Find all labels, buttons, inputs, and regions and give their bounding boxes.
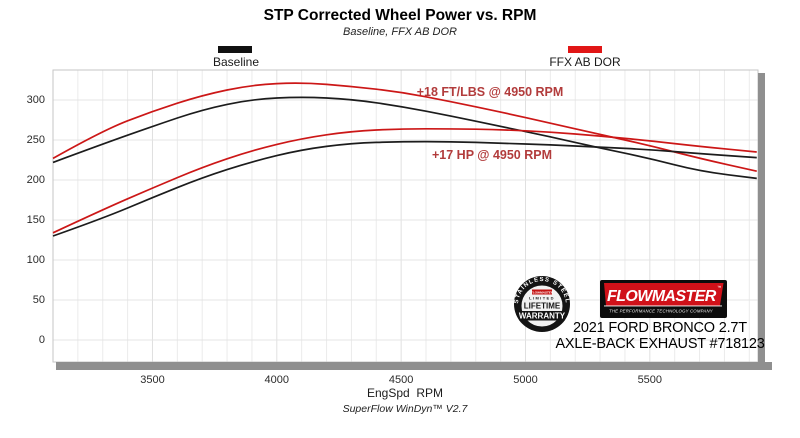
- vehicle-model-text: 2021 FORD BRONCO 2.7T: [573, 320, 747, 336]
- plot-shadow-right: [758, 73, 765, 370]
- lifetime-warranty-badge: STAINLESS STEEL FLOWMASTER LIMITED LIFET…: [514, 276, 570, 332]
- logo-divider-line: [604, 305, 722, 307]
- page-title: STP Corrected Wheel Power vs. RPM: [263, 7, 537, 24]
- y-tick-label: 150: [26, 213, 45, 226]
- y-tick-label: 50: [32, 293, 45, 306]
- plot-background: [53, 70, 758, 362]
- logo-red-band: [604, 283, 724, 306]
- badge-brand-text: FLOWMASTER: [531, 290, 554, 294]
- flowmaster-logo: FLOWMASTER ™ THE PERFORMANCE TECHNOLOGY …: [600, 280, 727, 318]
- logo-tm-mark: ™: [717, 285, 722, 290]
- power-gain-annotation: +17 HP @ 4950 RPM: [431, 148, 553, 162]
- x-tick-label: 5500: [637, 374, 663, 386]
- dyno-curve: [52, 96, 757, 180]
- x-tick-label: 4500: [388, 374, 414, 386]
- badge-limited-text: LIMITED: [529, 296, 555, 301]
- y-tick-label: 0: [38, 333, 45, 346]
- badge-warranty-text: WARRANTY: [519, 312, 566, 321]
- software-version-text: SuperFlow WinDyn™ V2.7: [342, 403, 468, 415]
- legend-label-ffx: FFX AB DOR: [549, 55, 621, 69]
- y-tick-label: 200: [26, 173, 45, 186]
- badge-warranty-band: [519, 311, 565, 321]
- legend-label-baseline: Baseline: [212, 55, 260, 69]
- dyno-curve: [52, 140, 757, 237]
- logo-brand-text: FLOWMASTER: [607, 288, 717, 305]
- y-tick-label: 300: [26, 93, 45, 106]
- y-tick-label: 250: [26, 133, 45, 146]
- x-axis-title: EngSpd RPM: [366, 386, 444, 400]
- x-tick-label: 3500: [140, 374, 165, 386]
- x-tick-label: 4000: [264, 374, 290, 386]
- badge-lifetime-text: LIFETIME: [524, 302, 561, 311]
- legend-swatch-ffx: [568, 46, 602, 53]
- badge-brand-box: [532, 289, 552, 295]
- logo-tagline: THE PERFORMANCE TECHNOLOGY COMPANY: [609, 308, 714, 313]
- dyno-curve: [52, 127, 757, 234]
- plot-shadow-bottom: [56, 362, 772, 370]
- product-number-text: AXLE-BACK EXHAUST #718123: [555, 336, 765, 352]
- torque-gain-annotation: +18 FT/LBS @ 4950 RPM: [416, 85, 564, 99]
- y-tick-label: 100: [26, 253, 45, 266]
- page-subtitle: Baseline, FFX AB DOR: [343, 26, 457, 38]
- x-tick-label: 5000: [513, 374, 538, 386]
- legend-swatch-baseline: [218, 46, 252, 53]
- dyno-curve: [52, 82, 757, 173]
